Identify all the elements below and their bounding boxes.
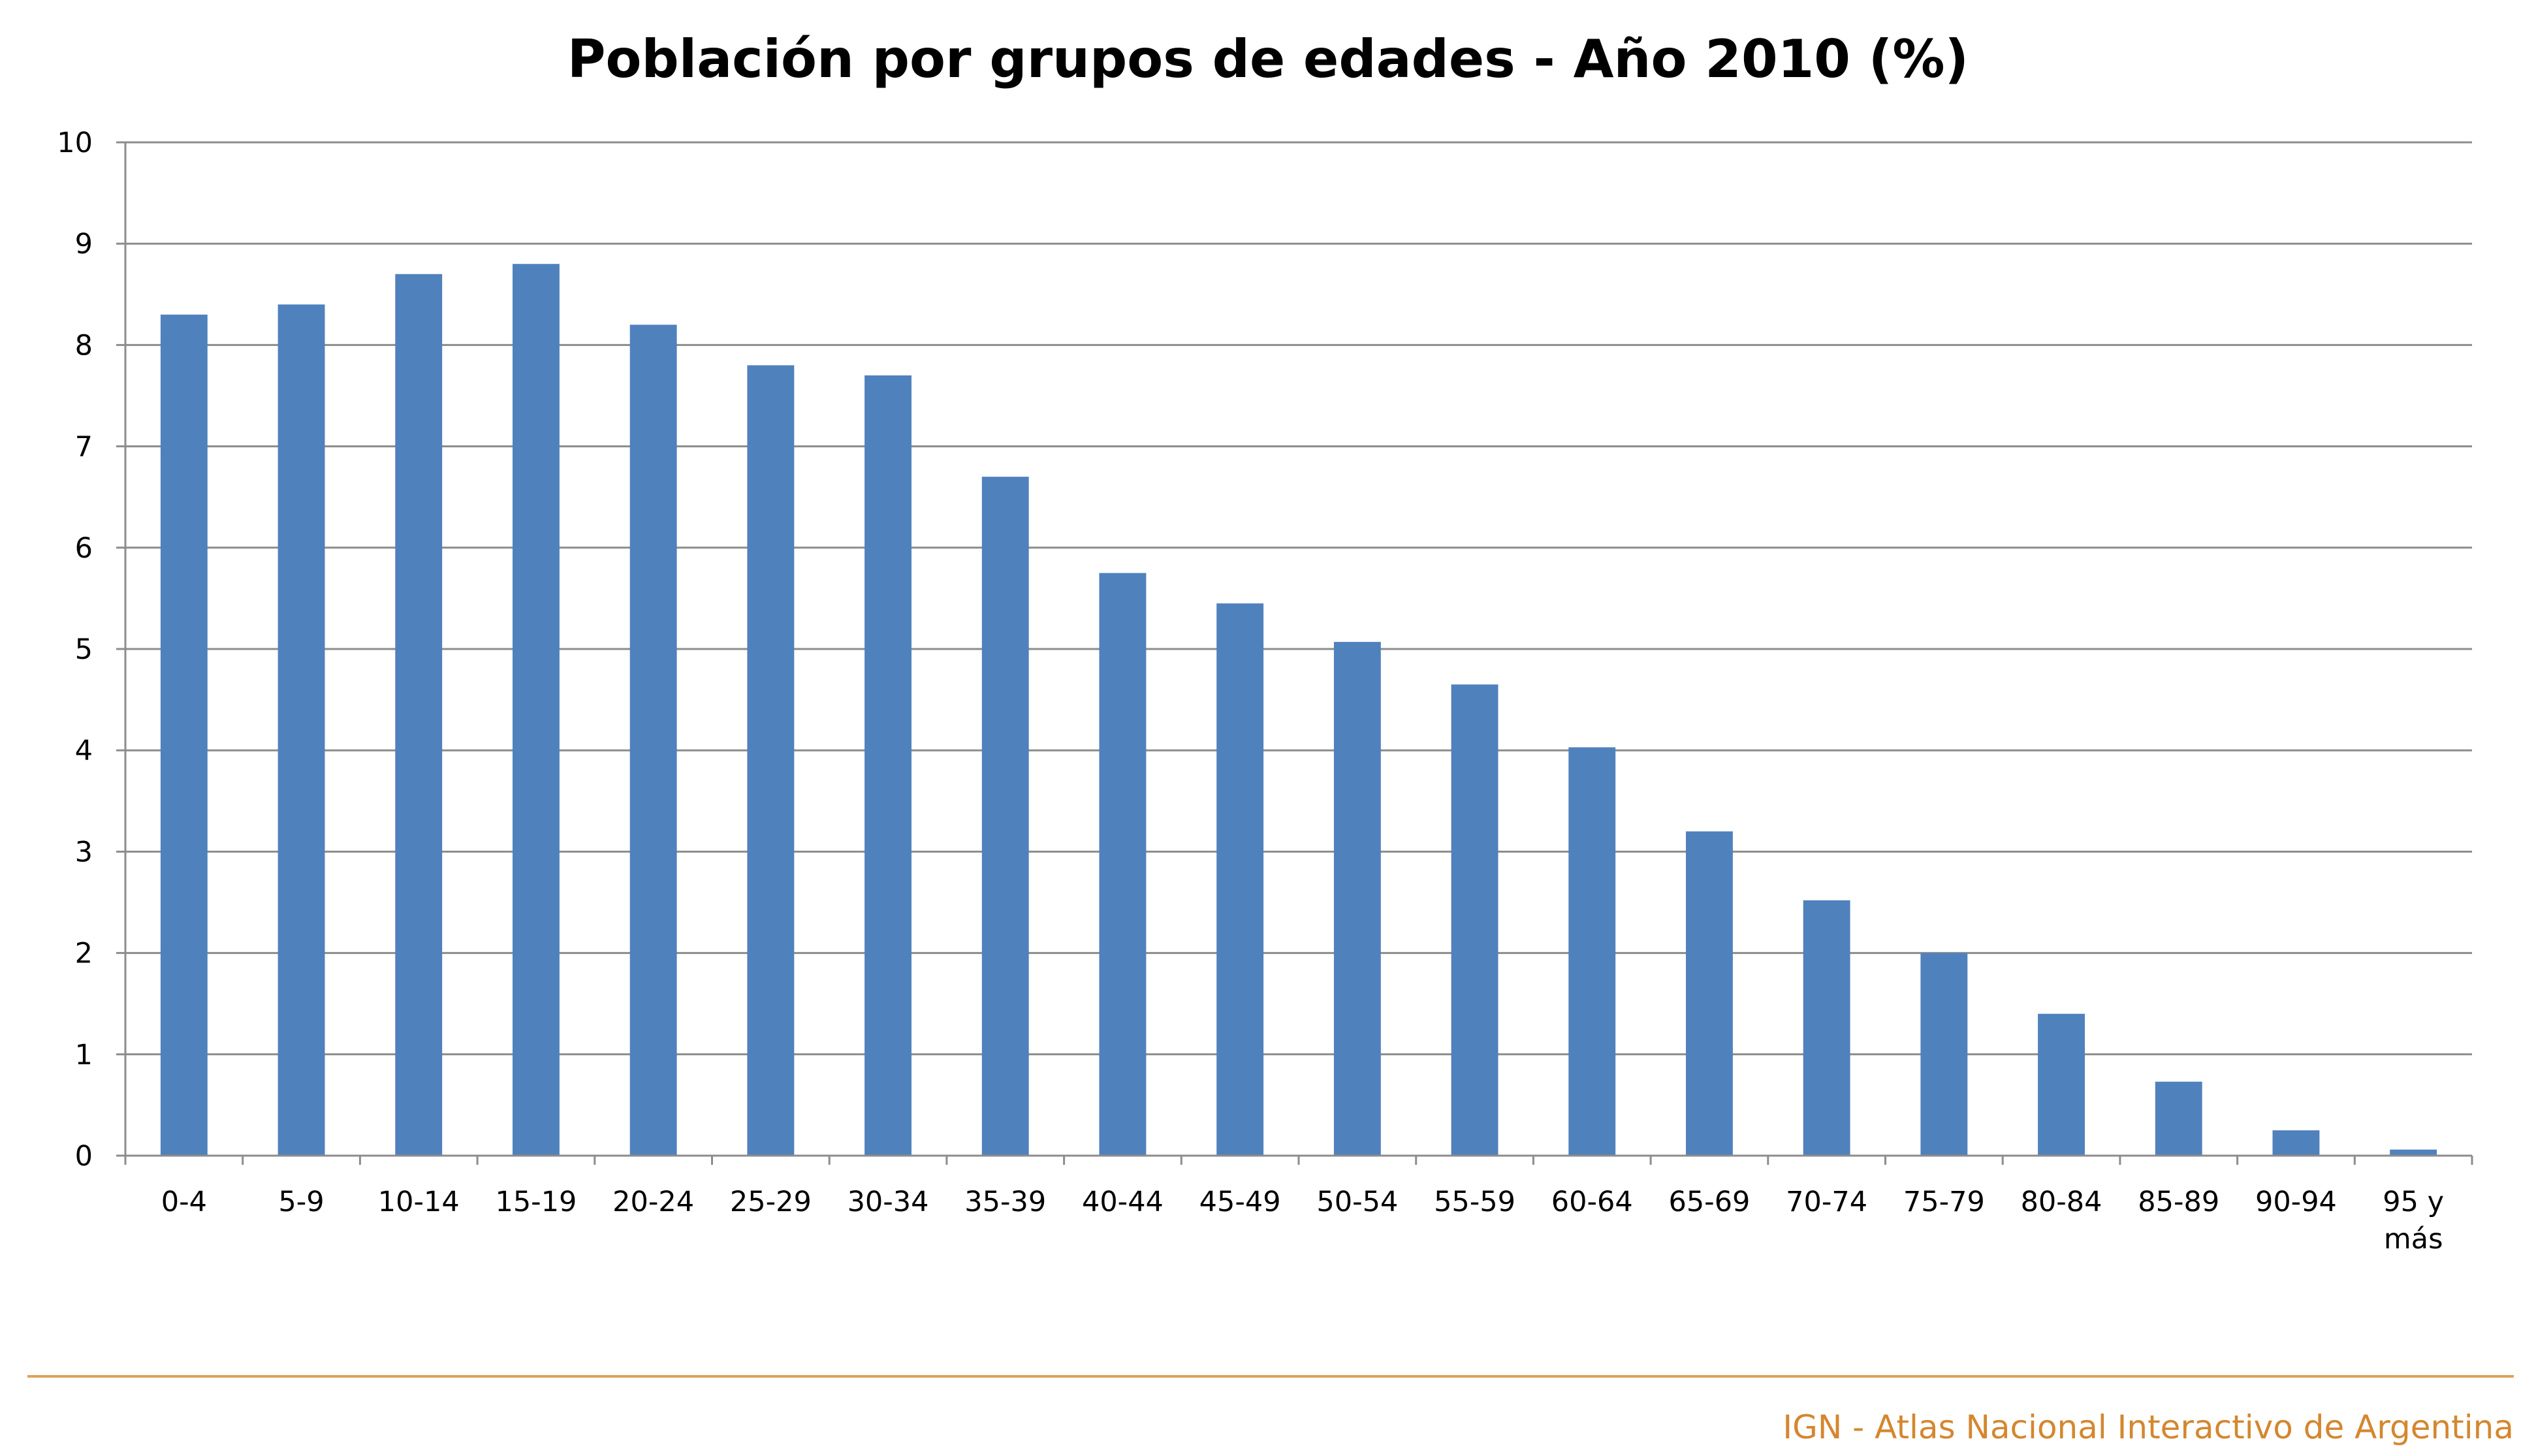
axes [124,142,2473,1165]
x-tick-label-35-39: 35-39 [964,1186,1046,1218]
bars [160,264,2437,1156]
x-tick-label-50-54: 50-54 [1316,1186,1398,1218]
bar-5-9 [277,304,325,1156]
bar-20-24 [629,324,677,1156]
bar-40-44 [1099,573,1147,1156]
x-tick-label-30-34: 30-34 [848,1186,929,1218]
y-axis-tick-labels: 0 1 2 3 4 5 6 7 8 9 10 [57,127,93,1173]
x-tick-label-70-74: 70-74 [1786,1186,1867,1218]
bar-85-89 [2155,1081,2202,1156]
x-tick-label-75-79: 75-79 [1903,1186,1985,1218]
x-tick-label-55-59: 55-59 [1434,1186,1515,1218]
bar-90-94 [2272,1130,2320,1156]
gridlines [116,141,2472,1157]
bar-70-74 [1803,900,1850,1156]
y-tick-label-4: 4 [75,735,93,767]
bar-25-29 [747,365,795,1156]
bar-80-84 [2038,1013,2085,1156]
bar-95-y-más [2390,1149,2437,1156]
bar-15-19 [513,264,560,1156]
x-tick-label-20-24: 20-24 [612,1186,694,1218]
y-tick-label-1: 1 [75,1039,93,1071]
bar-60-64 [1568,747,1616,1156]
y-tick-label-0: 0 [75,1140,93,1173]
bar-55-59 [1451,684,1498,1156]
chart-title: Población por grupos de edades - Año 201… [567,29,1969,89]
y-tick-label-6: 6 [75,532,93,565]
y-tick-label-9: 9 [75,228,93,261]
x-tick-label-0-4: 0-4 [161,1186,207,1218]
x-tick-label-10-14: 10-14 [378,1186,460,1218]
x-tick-label-60-64: 60-64 [1551,1186,1633,1218]
y-tick-label-5: 5 [75,633,93,666]
x-tick-label-65-69: 65-69 [1668,1186,1750,1218]
x-axis-tick-labels: 0-4 5-9 10-14 15-19 20-24 25-29 30-34 35-39 40-4… [161,1186,2444,1256]
y-tick-label-7: 7 [75,431,93,464]
x-tick-label-5-9: 5-9 [278,1186,324,1218]
footer-credit: IGN - Atlas Nacional Interactivo de Arge… [1783,1408,2514,1446]
bar-30-34 [864,375,911,1156]
x-tick-label-90-94: 90-94 [2255,1186,2337,1218]
bar-0-4 [160,314,208,1156]
x-tick-label-85-89: 85-89 [2138,1186,2219,1218]
bar-50-54 [1333,642,1381,1156]
y-tick-label-10: 10 [57,127,93,159]
bar-45-49 [1216,603,1264,1156]
x-tick-label-95-y-más: 95 y más [2383,1186,2444,1256]
x-tick-label-45-49: 45-49 [1199,1186,1281,1218]
x-tick-label-80-84: 80-84 [2021,1186,2102,1218]
x-tick-label-25-29: 25-29 [730,1186,812,1218]
bar-75-79 [1920,953,1968,1156]
y-tick-label-3: 3 [75,836,93,868]
x-tick-label-15-19: 15-19 [495,1186,577,1218]
y-tick-label-8: 8 [75,329,93,362]
bar-10-14 [395,274,443,1156]
bar-35-39 [981,477,1029,1156]
x-tick-label-40-44: 40-44 [1082,1186,1164,1218]
bar-65-69 [1686,831,1733,1156]
y-tick-label-2: 2 [75,938,93,970]
